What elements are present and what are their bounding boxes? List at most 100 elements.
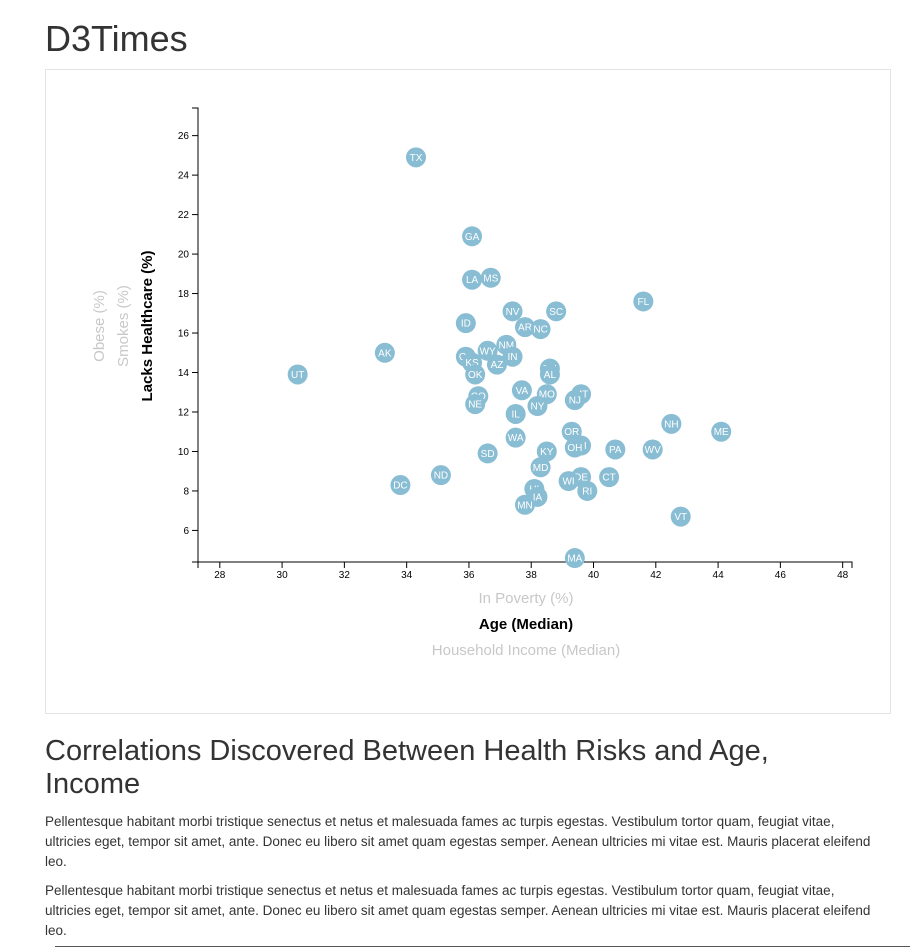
state-circle[interactable] [502, 301, 523, 322]
state-point-ri[interactable]: RI [577, 480, 598, 501]
y-axis-label[interactable]: Smokes (%) [115, 285, 132, 367]
state-point-nc[interactable]: NC [530, 319, 551, 340]
y-tick-label: 22 [178, 210, 190, 221]
x-tick-label: 36 [463, 570, 475, 581]
y-axis-labels: Lacks Healthcare (%) Smokes (%) Obese (%) [91, 251, 156, 402]
x-tick-label: 38 [526, 570, 538, 581]
state-circle[interactable] [558, 471, 579, 492]
state-point-tx[interactable]: TX [406, 147, 426, 168]
state-circle[interactable] [564, 548, 585, 569]
x-axis-label[interactable]: Age (Median) [479, 616, 573, 633]
state-circle[interactable] [465, 364, 486, 385]
y-axis-label[interactable]: Obese (%) [91, 290, 108, 362]
state-circle[interactable] [430, 465, 451, 486]
state-circle[interactable] [605, 439, 626, 460]
state-point-ok[interactable]: OK [465, 364, 486, 385]
state-point-wv[interactable]: WV [642, 439, 663, 460]
x-axis-label[interactable]: Household Income (Median) [432, 642, 620, 659]
state-circle[interactable] [642, 439, 663, 460]
state-point-ut[interactable]: UT [287, 364, 308, 385]
state-circle[interactable] [462, 226, 483, 247]
state-circle[interactable] [480, 267, 501, 288]
state-circle[interactable] [406, 147, 426, 168]
x-tick-label: 46 [775, 570, 787, 581]
state-point-id[interactable]: ID [455, 313, 476, 334]
state-point-vt[interactable]: VT [670, 506, 691, 527]
state-point-md[interactable]: MD [530, 457, 551, 478]
state-point-ga[interactable]: GA [462, 226, 483, 247]
state-circle[interactable] [577, 480, 598, 501]
state-circle[interactable] [465, 394, 486, 415]
state-point-ms[interactable]: MS [480, 267, 501, 288]
state-point-ne[interactable]: NE [465, 394, 486, 415]
state-point-la[interactable]: LA [462, 269, 483, 290]
state-point-il[interactable]: IL [505, 403, 526, 424]
state-circle[interactable] [633, 291, 654, 312]
state-point-nh[interactable]: NH [661, 413, 682, 434]
state-circle[interactable] [374, 342, 395, 363]
y-tick-label: 26 [178, 131, 190, 142]
state-circle[interactable] [515, 317, 535, 338]
state-point-me[interactable]: ME [711, 421, 732, 442]
state-point-nv[interactable]: NV [502, 301, 523, 322]
state-point-ma[interactable]: MA [564, 548, 585, 569]
y-axis: 6 8 10 12 14 16 18 20 22 24 26 [178, 107, 199, 563]
body-paragraph: Pellentesque habitant morbi tristique se… [45, 883, 871, 938]
y-tick-label: 18 [178, 289, 190, 300]
state-circle[interactable] [539, 364, 560, 385]
state-circle[interactable] [486, 354, 507, 375]
y-axis-label[interactable]: Lacks Healthcare (%) [139, 251, 156, 402]
state-circle[interactable] [511, 380, 532, 401]
y-tick-label: 10 [178, 447, 190, 458]
state-point-az[interactable]: AZ [486, 354, 507, 375]
state-circle[interactable] [670, 506, 691, 527]
page-title: D3Times [45, 18, 188, 59]
state-point-wi[interactable]: WI [558, 471, 579, 492]
state-circle[interactable] [711, 421, 732, 442]
state-circle[interactable] [505, 403, 526, 424]
x-tick-label: 28 [214, 570, 226, 581]
x-tick-label: 44 [713, 570, 725, 581]
state-point-nj[interactable]: NJ [564, 390, 585, 411]
state-point-ct[interactable]: CT [599, 467, 620, 488]
state-point-mn[interactable]: MN [515, 494, 535, 515]
state-point-ny[interactable]: NY [527, 396, 548, 417]
state-circle[interactable] [515, 494, 535, 515]
state-circle[interactable] [527, 396, 548, 417]
state-circle[interactable] [661, 413, 682, 434]
x-tick-label: 34 [401, 570, 413, 581]
state-circle[interactable] [536, 441, 557, 462]
scatter-chart-container: 28 30 32 34 36 38 40 42 44 46 48 6 8 10 12 14 16 18 20 22 2… [45, 69, 891, 714]
state-point-al[interactable]: AL [539, 364, 560, 385]
state-point-nd[interactable]: ND [430, 465, 451, 486]
x-axis: 28 30 32 34 36 38 40 42 44 46 48 [197, 561, 853, 581]
state-circle[interactable] [599, 467, 620, 488]
state-point-sc[interactable]: SC [546, 301, 567, 322]
state-circle[interactable] [530, 319, 551, 340]
state-circle[interactable] [477, 443, 498, 464]
state-circle[interactable] [455, 313, 476, 334]
x-tick-label: 42 [650, 570, 662, 581]
scatter-chart: 28 30 32 34 36 38 40 42 44 46 48 6 8 10 12 14 16 18 20 22 2… [91, 107, 853, 659]
state-circle[interactable] [564, 437, 585, 458]
state-circle[interactable] [287, 364, 308, 385]
state-circle[interactable] [564, 390, 585, 411]
state-circle[interactable] [505, 427, 526, 448]
divider [55, 946, 910, 947]
y-tick-label: 24 [178, 171, 190, 182]
state-circle[interactable] [390, 475, 411, 496]
state-point-dc[interactable]: DC [390, 475, 411, 496]
state-point-fl[interactable]: FL [633, 291, 654, 312]
state-point-oh[interactable]: OH [564, 437, 585, 458]
y-axis-line [192, 107, 199, 563]
state-circle[interactable] [530, 457, 551, 478]
state-point-ak[interactable]: AK [374, 342, 395, 363]
x-axis-label[interactable]: In Poverty (%) [478, 590, 573, 607]
state-point-pa[interactable]: PA [605, 439, 626, 460]
state-point-sd[interactable]: SD [477, 443, 498, 464]
state-circle[interactable] [502, 346, 523, 367]
state-circle[interactable] [546, 301, 567, 322]
state-circle[interactable] [462, 269, 483, 290]
state-point-wa[interactable]: WA [505, 427, 526, 448]
state-point-va[interactable]: VA [511, 380, 532, 401]
